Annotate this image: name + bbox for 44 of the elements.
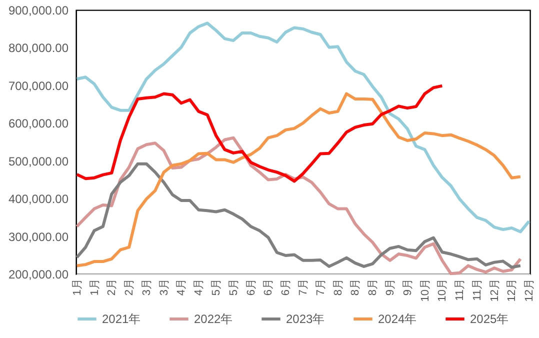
line-series bbox=[75, 22, 531, 234]
x-tick-label: 3月 bbox=[140, 278, 153, 296]
x-tick-label: 6月 bbox=[262, 278, 275, 296]
x-tick-label: 5月 bbox=[228, 278, 240, 296]
x-tick-label: 9月 bbox=[402, 278, 414, 296]
x-tick-label: 11月 bbox=[454, 278, 466, 301]
x-tick-label: 6月 bbox=[280, 278, 292, 296]
line-series bbox=[75, 162, 522, 269]
x-tick-label: 8月 bbox=[350, 278, 362, 296]
x-tick-label: 11月 bbox=[471, 278, 484, 301]
y-tick-label: 400,000.00 bbox=[8, 192, 69, 206]
y-tick-label: 900,000.00 bbox=[8, 4, 69, 18]
legend-label: 2025年 bbox=[470, 312, 509, 326]
x-tick-label: 8月 bbox=[332, 278, 344, 296]
x-tick-label: 8月 bbox=[367, 278, 380, 296]
legend-label: 2022年 bbox=[194, 312, 233, 326]
x-tick-label: 12月 bbox=[506, 278, 518, 302]
y-tick-label: 500,000.00 bbox=[8, 154, 69, 168]
y-tick-label: 800,000.00 bbox=[8, 41, 69, 56]
y-tick-label: 300,000.00 bbox=[8, 230, 69, 244]
x-tick-label: 10月 bbox=[419, 278, 432, 302]
x-tick-label: 9月 bbox=[384, 278, 396, 296]
x-tick-label: 7月 bbox=[314, 278, 327, 296]
x-tick-label: 12月 bbox=[488, 278, 501, 302]
x-tick-label: 3月 bbox=[158, 278, 170, 296]
x-tick-label: 10月 bbox=[436, 278, 449, 302]
legend-label: 2024年 bbox=[378, 312, 417, 326]
x-tick-label: 1月 bbox=[71, 278, 84, 296]
x-tick-label: 7月 bbox=[298, 278, 310, 296]
y-tick-label: 700,000.00 bbox=[8, 78, 69, 93]
x-tick-label: 4月 bbox=[176, 278, 188, 296]
line-series bbox=[75, 92, 522, 268]
legend-label: 2021年 bbox=[102, 312, 141, 326]
x-tick-label: 4月 bbox=[193, 278, 206, 296]
y-tick-label: 200,000.00 bbox=[8, 268, 69, 282]
x-tick-label: 5月 bbox=[210, 278, 223, 296]
x-tick-label: 6月 bbox=[245, 278, 258, 296]
legend-label: 2023年 bbox=[286, 312, 325, 326]
y-tick-label: 600,000.00 bbox=[8, 116, 69, 131]
x-tick-label: 12月 bbox=[524, 278, 536, 302]
x-tick-label: 2月 bbox=[106, 278, 118, 296]
line-series bbox=[75, 84, 444, 183]
x-tick-label: 1月 bbox=[88, 278, 101, 296]
x-tick-label: 2月 bbox=[124, 278, 136, 296]
